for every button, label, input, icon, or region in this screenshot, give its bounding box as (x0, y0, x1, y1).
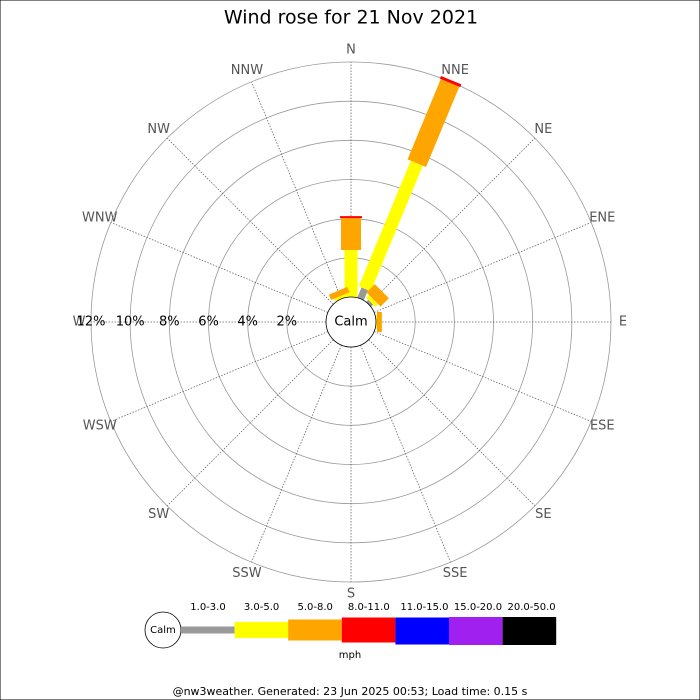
direction-label: SSW (232, 566, 262, 581)
legend-label: 11.0-15.0 (400, 602, 448, 613)
direction-label: SSE (443, 566, 468, 581)
direction-label: S (347, 587, 355, 602)
bar-segment (334, 293, 348, 302)
bar-segment (366, 299, 374, 307)
r-tick-label: 6% (198, 315, 219, 330)
spoke (110, 222, 329, 313)
direction-label: N (346, 43, 356, 58)
direction-label: ENE (589, 210, 615, 225)
footer: @nw3weather. Generated: 23 Jun 2025 00:5… (173, 685, 528, 698)
legend-label: 15.0-20.0 (454, 602, 502, 613)
legend-label: 8.0-11.0 (348, 602, 390, 613)
bar-segment (341, 218, 361, 250)
legend-swatch (502, 617, 557, 645)
spoke (110, 331, 329, 422)
chart-title: Wind rose for 21 Nov 2021 (224, 7, 478, 29)
direction-label: E (619, 315, 627, 330)
r-tick-label: 2% (277, 315, 298, 330)
legend-swatch (395, 617, 449, 645)
legend-swatch (234, 622, 289, 638)
r-tick-label: 4% (237, 315, 258, 330)
bar-segment (407, 79, 460, 168)
direction-label: WNW (82, 210, 118, 225)
direction-label: ESE (590, 419, 615, 434)
spoke (166, 339, 334, 507)
direction-label: NNE (441, 63, 469, 78)
r-tick-label: 12% (77, 315, 106, 330)
bar-segment (375, 315, 377, 329)
legend-swatch (288, 619, 342, 641)
calm-label: Calm (334, 315, 367, 330)
bar-segment (439, 75, 462, 88)
bar-segment (366, 294, 379, 307)
bar-segment (358, 160, 423, 292)
bar-segment (357, 287, 368, 301)
bar-segment (328, 286, 350, 301)
spoke (373, 331, 592, 422)
spoke (251, 81, 342, 300)
legend-label: 3.0-5.0 (244, 602, 279, 613)
legend-label: 1.0-3.0 (190, 602, 225, 613)
direction-label: NNW (231, 63, 263, 78)
r-tick-label: 10% (116, 315, 145, 330)
direction-label: NW (147, 122, 170, 137)
spoke (166, 137, 334, 305)
legend-calm-label: Calm (150, 625, 176, 636)
spoke (368, 137, 536, 305)
direction-label: WSW (83, 419, 117, 434)
legend-swatch (449, 617, 503, 645)
calm-circle (325, 296, 377, 348)
bar-segment (340, 216, 362, 219)
bar-segment (344, 250, 358, 297)
spoke (251, 344, 342, 563)
legend-label: 5.0-8.0 (297, 602, 332, 613)
direction-label: W (73, 315, 86, 330)
legend-swatch (181, 626, 235, 634)
spoke (373, 222, 592, 313)
direction-label: SE (535, 507, 551, 522)
bar-segment (376, 312, 382, 332)
legend-swatch (341, 617, 396, 643)
legend-unit: mph (339, 650, 361, 661)
legend-label: 20.0-50.0 (508, 602, 556, 613)
direction-label: SW (148, 507, 169, 522)
bar-segment (366, 284, 389, 307)
spoke (360, 344, 451, 563)
r-tick-label: 8% (159, 315, 180, 330)
direction-label: NE (534, 122, 552, 137)
spoke (368, 339, 536, 507)
